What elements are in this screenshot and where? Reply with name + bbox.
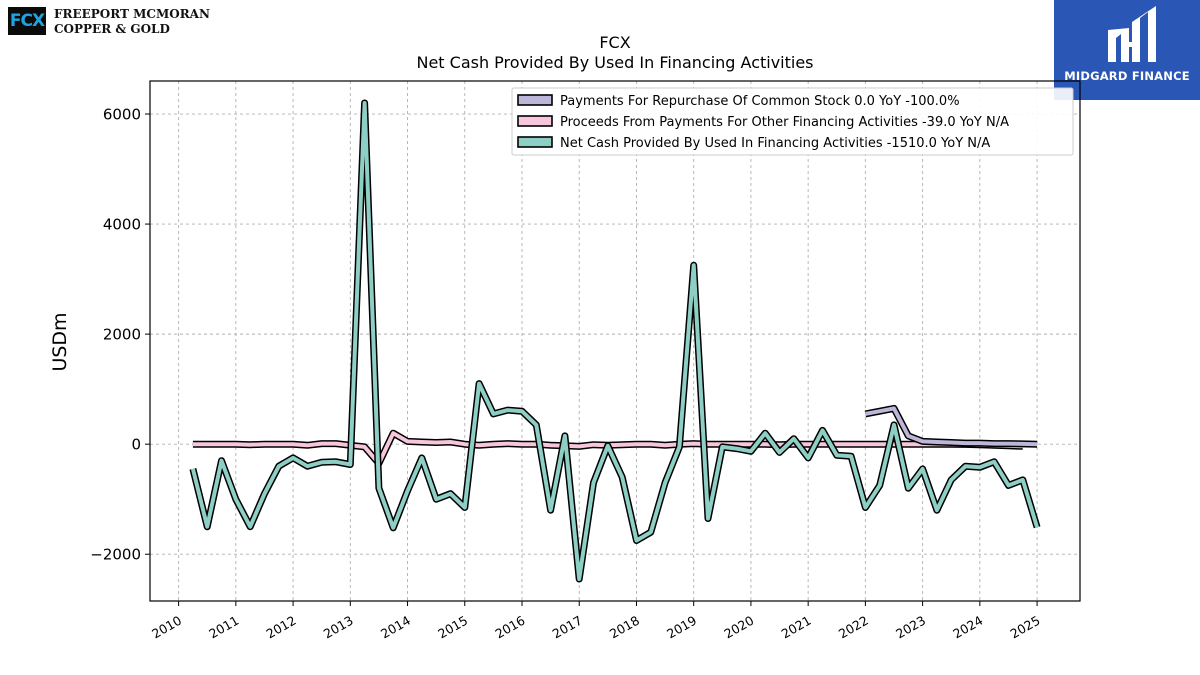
x-tick-label: 2013 — [321, 613, 356, 642]
legend-entry: Proceeds From Payments For Other Financi… — [560, 115, 1009, 130]
midgard-finance-name: MIDGARD FINANCE — [1064, 69, 1190, 83]
x-tick-label: 2012 — [264, 613, 299, 642]
midgard-finance-logo: MIDGARD FINANCE — [1054, 0, 1200, 100]
x-tick-label: 2010 — [149, 613, 184, 642]
legend-swatch — [517, 115, 553, 127]
legend-box — [511, 87, 1074, 156]
fcx-logo-mark: FCX — [8, 7, 46, 35]
freeport-mcmoran-logo: FCX FREEPORT MCMORAN COPPER & GOLD — [8, 6, 228, 40]
x-tick-label: 2019 — [664, 613, 699, 642]
x-tick-label: 2016 — [492, 613, 527, 642]
chart-subtitle: Net Cash Provided By Used In Financing A… — [416, 53, 813, 72]
x-tick-label: 2017 — [550, 613, 585, 642]
legend-entry: Payments For Repurchase Of Common Stock … — [560, 94, 960, 109]
x-tick-label: 2014 — [378, 613, 413, 642]
y-tick-label: 4000 — [103, 216, 141, 234]
x-tick-label: 2024 — [950, 613, 985, 642]
series-outline — [189, 99, 1041, 583]
y-tick-label: 2000 — [103, 326, 141, 344]
legend: Payments For Repurchase Of Common Stock … — [511, 87, 1074, 156]
y-tick-label: 6000 — [103, 106, 141, 124]
x-tick-label: 2022 — [836, 613, 871, 642]
y-tick-label: 0 — [131, 436, 141, 454]
series-line — [865, 406, 1038, 447]
gridlines — [150, 81, 1080, 601]
midgard-emblem-icon — [1108, 6, 1156, 62]
x-tick-label: 2025 — [1008, 613, 1043, 642]
x-tick-label: 2021 — [779, 613, 814, 642]
series-line — [190, 101, 1040, 581]
x-tick-label: 2020 — [721, 613, 756, 642]
x-tick-label: 2018 — [607, 613, 642, 642]
series-lines — [189, 99, 1041, 583]
x-tick-label: 2011 — [206, 613, 241, 642]
legend-entry: Net Cash Provided By Used In Financing A… — [560, 136, 990, 151]
x-axis-ticks: 2010 2011 2012 2013 2014 2015 2016 2017 2018 2019… — [149, 601, 1043, 642]
y-axis-ticks: −2000 0 2000 4000 6000 — [90, 106, 150, 564]
plot-frame — [149, 80, 1081, 602]
y-axis-label: USDm — [49, 312, 71, 371]
series-net-cash — [189, 99, 1041, 583]
y-tick-label: −2000 — [90, 546, 141, 564]
legend-swatch — [517, 94, 553, 106]
x-tick-label: 2015 — [435, 613, 470, 642]
chart-title: FCX — [599, 33, 630, 52]
series-repurchase — [864, 404, 1038, 448]
legend-swatch — [517, 136, 553, 148]
fcx-logo-line2: COPPER & GOLD — [54, 22, 170, 36]
fcx-logo-line1: FREEPORT MCMORAN — [54, 7, 210, 21]
x-tick-label: 2023 — [893, 613, 928, 642]
